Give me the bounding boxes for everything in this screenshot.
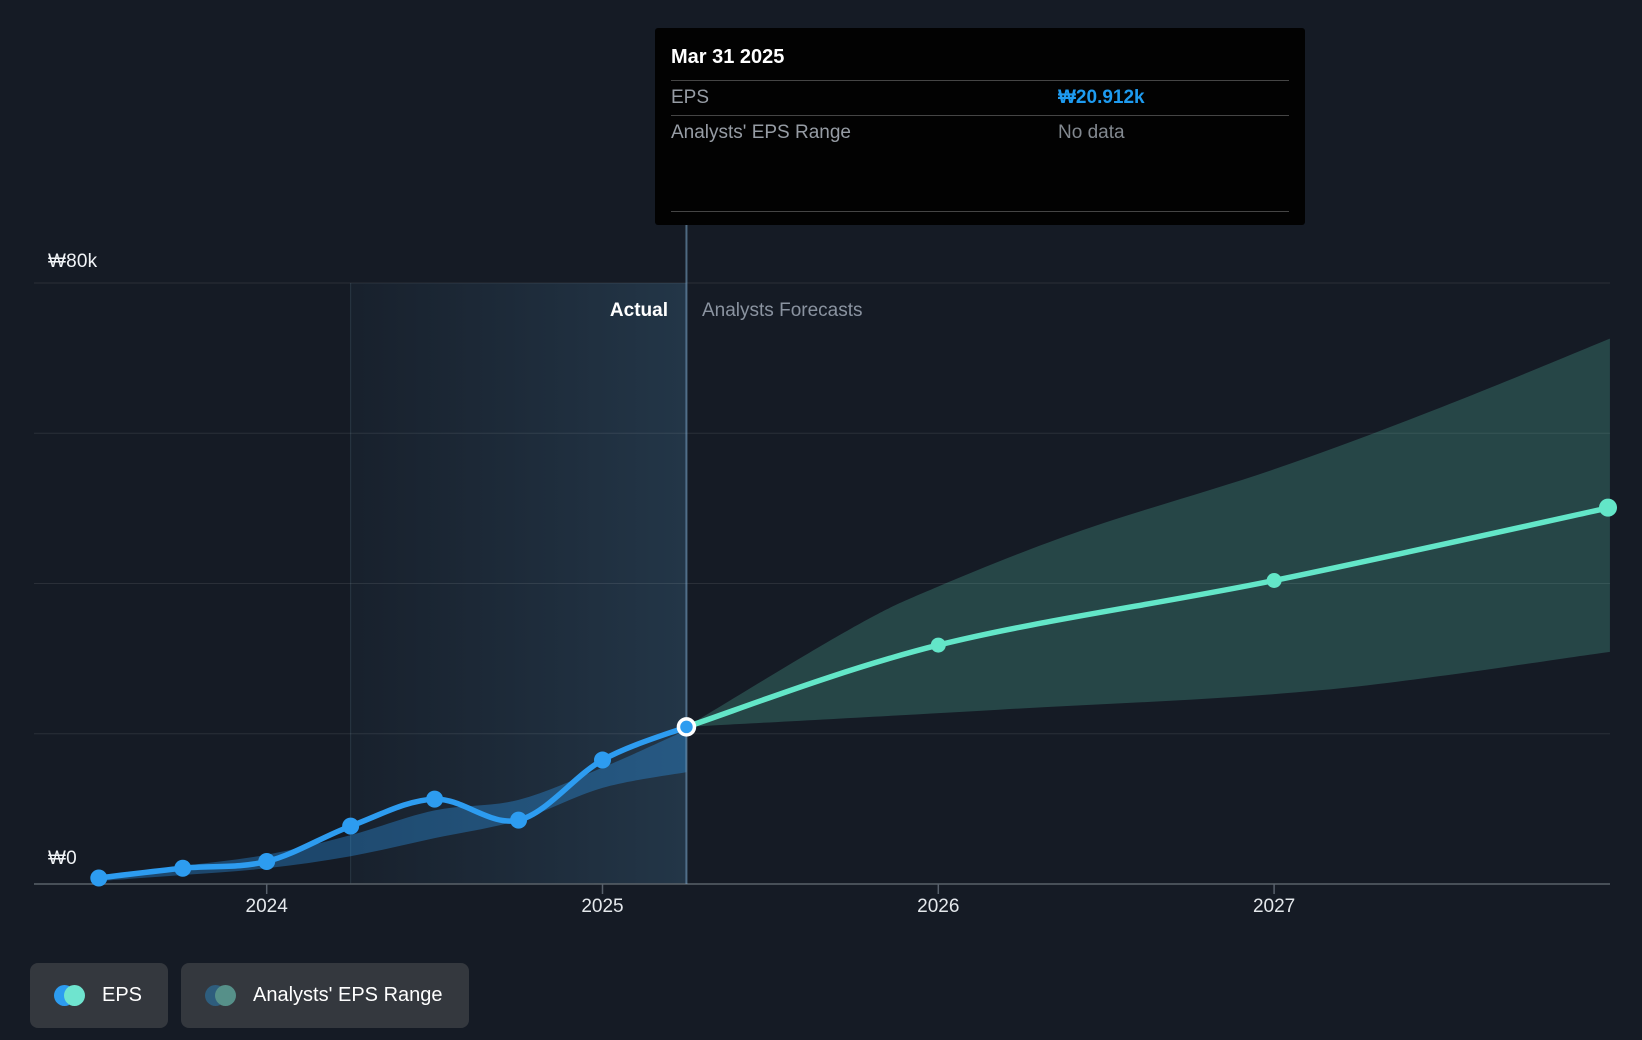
y-axis-label-zero: ₩0 [48,848,77,869]
past-year-highlight [350,283,687,884]
analysts-range-series-icon [205,985,237,1006]
tooltip-eps-value: ₩20.912k [1058,87,1145,108]
forecast-eps-line [683,504,1613,730]
legend-label-analysts-eps-range: Analysts' EPS Range [253,984,443,1006]
eps-data-point[interactable] [90,869,108,887]
tooltip-range-value: No data [1058,122,1125,143]
tooltip-range-label: Analysts' EPS Range [671,122,851,143]
legend-item-analysts-eps-range[interactable]: Analysts' EPS Range [181,963,469,1028]
x-axis-label-2027: 2027 [1252,896,1296,917]
x-axis-label-2026: 2026 [917,896,960,917]
x-axis-label-2024: 2024 [245,896,288,917]
eps-data-point[interactable] [342,817,360,835]
forecast-data-point[interactable] [1266,572,1282,588]
forecast-data-point[interactable] [1599,498,1617,517]
actual-eps-line [96,724,690,881]
forecast-band [686,338,1610,727]
eps-series-icon [54,985,85,1006]
legend-label-eps: EPS [102,984,143,1006]
tooltip-footer-divider [671,211,1289,212]
eps-data-point[interactable] [426,790,444,808]
eps-current-point[interactable] [676,717,697,737]
tooltip-eps-label: EPS [671,87,710,108]
tooltip-date: Mar 31 2025 [671,46,785,68]
legend-item-eps[interactable]: EPS [30,963,169,1028]
eps-data-point[interactable] [258,852,276,870]
phase-label-forecast: Analysts Forecasts [702,300,863,321]
chart-tooltip: Mar 31 2025 EPS ₩20.912k Analysts' EPS R… [655,28,1305,225]
eps-data-point[interactable] [174,859,192,877]
eps-data-point[interactable] [594,751,611,769]
chart-legend: EPS Analysts' EPS Range [30,963,469,1028]
forecast-data-point[interactable] [930,637,946,653]
tooltip-row-range: Analysts' EPS Range No data [671,115,1289,150]
y-axis-label-top: ₩80k [48,251,98,272]
x-axis-label-2025: 2025 [581,896,624,917]
tooltip-row-eps: EPS ₩20.912k [671,80,1289,115]
phase-label-actual: Actual [609,300,668,321]
eps-data-point[interactable] [510,811,528,829]
